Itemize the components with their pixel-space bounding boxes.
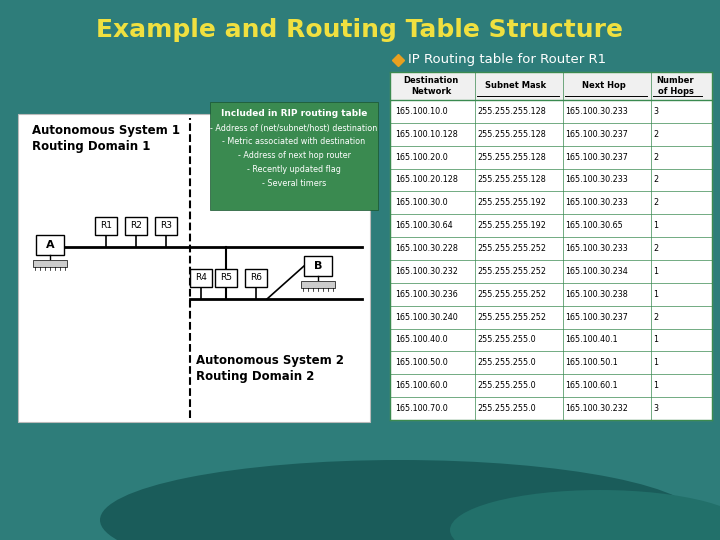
Bar [18, 114, 370, 422]
Text: 255.255.255.128: 255.255.255.128 [477, 130, 546, 139]
Text: 1: 1 [653, 267, 658, 276]
Text: 255.255.255.252: 255.255.255.252 [477, 290, 546, 299]
Text: 2: 2 [653, 198, 658, 207]
Text: Autonomous System 2
Routing Domain 2: Autonomous System 2 Routing Domain 2 [196, 354, 344, 383]
Text: 255.255.255.0: 255.255.255.0 [477, 404, 536, 413]
Bar [125, 217, 147, 235]
Text: 255.255.255.192: 255.255.255.192 [477, 198, 546, 207]
Text: 165.100.30.233: 165.100.30.233 [565, 107, 628, 116]
Text: 255.255.255.252: 255.255.255.252 [477, 244, 546, 253]
Bar [155, 217, 177, 235]
Bar [245, 269, 267, 287]
Bar [210, 102, 378, 210]
Text: 165.100.30.233: 165.100.30.233 [565, 198, 628, 207]
Bar [215, 269, 237, 287]
Bar [301, 281, 335, 288]
Text: 2: 2 [653, 153, 658, 161]
Text: 255.255.255.128: 255.255.255.128 [477, 176, 546, 185]
Text: 165.100.40.0: 165.100.40.0 [395, 335, 448, 345]
Text: B: B [314, 261, 322, 271]
Text: 165.100.30.233: 165.100.30.233 [565, 244, 628, 253]
Text: 2: 2 [653, 244, 658, 253]
Text: 255.255.255.0: 255.255.255.0 [477, 381, 536, 390]
Text: 255.255.255.252: 255.255.255.252 [477, 267, 546, 276]
Text: 165.100.30.232: 165.100.30.232 [395, 267, 458, 276]
Text: 165.100.30.65: 165.100.30.65 [565, 221, 623, 230]
Text: 2: 2 [653, 130, 658, 139]
Text: 165.100.30.237: 165.100.30.237 [565, 130, 628, 139]
Text: 165.100.30.234: 165.100.30.234 [565, 267, 628, 276]
Text: R4: R4 [195, 273, 207, 282]
Text: 255.255.255.0: 255.255.255.0 [477, 359, 536, 367]
Text: 165.100.30.237: 165.100.30.237 [565, 153, 628, 161]
Bar [190, 269, 212, 287]
Text: R1: R1 [100, 221, 112, 231]
Text: Subnet Mask: Subnet Mask [485, 82, 546, 91]
Text: 255.255.255.128: 255.255.255.128 [477, 107, 546, 116]
Bar [95, 217, 117, 235]
Text: 1: 1 [653, 381, 658, 390]
Text: 255.255.255.128: 255.255.255.128 [477, 153, 546, 161]
Bar [33, 260, 67, 267]
Text: 165.100.50.0: 165.100.50.0 [395, 359, 448, 367]
Ellipse shape [450, 490, 720, 540]
Text: Destination
Network: Destination Network [403, 76, 459, 96]
Text: 165.100.20.0: 165.100.20.0 [395, 153, 448, 161]
Text: 255.255.255.0: 255.255.255.0 [477, 335, 536, 345]
Text: 165.100.30.238: 165.100.30.238 [565, 290, 628, 299]
Text: 2: 2 [653, 313, 658, 322]
Text: 165.100.60.0: 165.100.60.0 [395, 381, 448, 390]
Text: 1: 1 [653, 359, 658, 367]
Text: 165.100.20.128: 165.100.20.128 [395, 176, 458, 185]
Text: 2: 2 [653, 176, 658, 185]
Ellipse shape [100, 460, 700, 540]
Text: - Address of (net/subnet/host) destination: - Address of (net/subnet/host) destinati… [210, 124, 377, 132]
Text: 165.100.30.240: 165.100.30.240 [395, 313, 458, 322]
Text: 165.100.50.1: 165.100.50.1 [565, 359, 618, 367]
Bar [36, 235, 64, 255]
Text: 165.100.30.0: 165.100.30.0 [395, 198, 448, 207]
Text: 165.100.60.1: 165.100.60.1 [565, 381, 618, 390]
Text: - Address of next hop router: - Address of next hop router [238, 152, 351, 160]
Text: Next Hop: Next Hop [582, 82, 626, 91]
Text: IP Routing table for Router R1: IP Routing table for Router R1 [408, 53, 606, 66]
Text: 255.255.255.192: 255.255.255.192 [477, 221, 546, 230]
Text: 1: 1 [653, 335, 658, 345]
Text: Number
of Hops: Number of Hops [657, 76, 694, 96]
Text: 3: 3 [653, 107, 658, 116]
Text: - Recently updated flag: - Recently updated flag [247, 165, 341, 174]
Text: 3: 3 [653, 404, 658, 413]
Text: 165.100.30.232: 165.100.30.232 [565, 404, 628, 413]
Text: R2: R2 [130, 221, 142, 231]
Text: 255.255.255.252: 255.255.255.252 [477, 313, 546, 322]
Text: R3: R3 [160, 221, 172, 231]
Text: 165.100.40.1: 165.100.40.1 [565, 335, 618, 345]
Text: - Several timers: - Several timers [262, 179, 326, 188]
Bar [390, 72, 712, 100]
Text: 165.100.30.228: 165.100.30.228 [395, 244, 458, 253]
Text: 165.100.10.0: 165.100.10.0 [395, 107, 448, 116]
Text: 165.100.30.236: 165.100.30.236 [395, 290, 458, 299]
Bar [304, 256, 332, 276]
Text: 1: 1 [653, 290, 658, 299]
Text: 1: 1 [653, 221, 658, 230]
Bar [390, 72, 712, 420]
Text: - Metric associated with destination: - Metric associated with destination [222, 138, 366, 146]
Text: 165.100.70.0: 165.100.70.0 [395, 404, 448, 413]
Text: 165.100.30.64: 165.100.30.64 [395, 221, 453, 230]
Text: Included in RIP routing table: Included in RIP routing table [221, 109, 367, 118]
Text: Example and Routing Table Structure: Example and Routing Table Structure [96, 18, 624, 42]
Text: 165.100.30.237: 165.100.30.237 [565, 313, 628, 322]
Text: A: A [45, 240, 54, 250]
Text: R6: R6 [250, 273, 262, 282]
Text: R5: R5 [220, 273, 232, 282]
Text: 165.100.10.128: 165.100.10.128 [395, 130, 458, 139]
Text: Autonomous System 1
Routing Domain 1: Autonomous System 1 Routing Domain 1 [32, 124, 180, 153]
Text: 165.100.30.233: 165.100.30.233 [565, 176, 628, 185]
